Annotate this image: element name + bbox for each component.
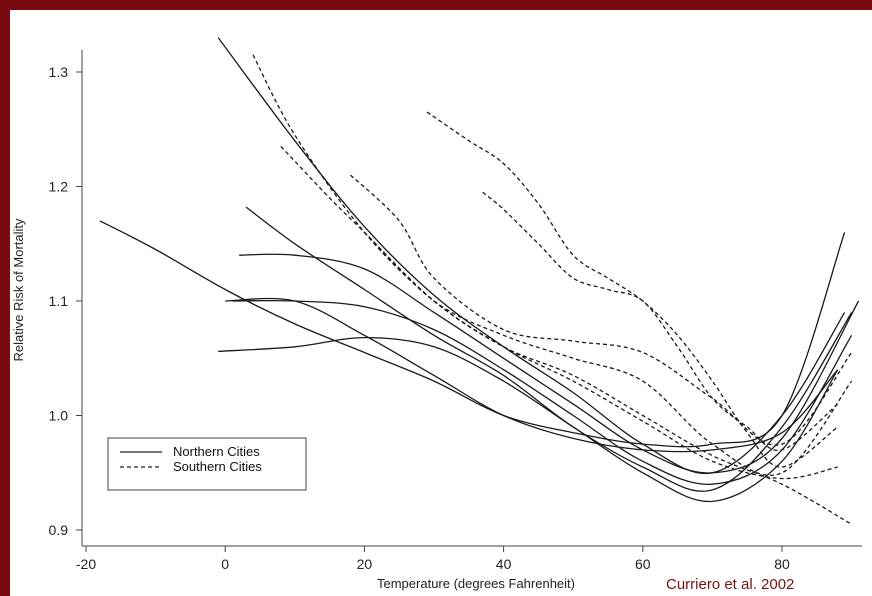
y-tick-label: 1.3: [49, 64, 69, 80]
y-tick-label: 1.0: [49, 408, 69, 424]
x-tick-label: 60: [635, 556, 651, 572]
southern-city-curve-12: [363, 231, 853, 476]
southern-city-curve-9: [350, 174, 853, 446]
legend-box: [107, 437, 307, 491]
x-tick-label: 40: [496, 556, 512, 572]
x-axis-label: Temperature (degrees Fahrenheit): [377, 576, 575, 591]
northern-city-curve-4: [218, 336, 839, 503]
legend-southern-label: Southern Cities: [173, 459, 262, 474]
northern-city-curve-3: [232, 299, 853, 485]
legend: Northern Cities Southern Cities: [107, 437, 307, 491]
x-tick-label: 20: [357, 556, 373, 572]
northern-city-curve-2: [239, 253, 860, 474]
y-axis-label: Relative Risk of Mortality: [11, 218, 26, 362]
southern-city-curve-8: [280, 145, 838, 480]
mortality-temperature-chart: -20 0 20 40 60 80 0.9 1.0 1.1 1.2 1.3 Temperature …: [11, 37, 862, 593]
x-tick-label: 80: [774, 556, 790, 572]
southern-city-curve-7: [252, 54, 852, 525]
x-tick-label: 0: [221, 556, 229, 572]
axes: [81, 50, 862, 547]
y-tick-label: 1.1: [49, 293, 69, 309]
southern-city-curve-10: [426, 111, 839, 468]
x-tick-label: -20: [76, 556, 96, 572]
northern-city-curve-1: [245, 206, 853, 492]
citation-annotation: Curriero et al. 2002: [666, 576, 794, 593]
ticks: -20 0 20 40 60 80 0.9 1.0 1.1 1.2 1.3: [49, 64, 790, 572]
y-tick-label: 1.2: [49, 179, 69, 195]
southern-city-curve-11: [482, 191, 839, 452]
curves: [99, 37, 860, 525]
legend-northern-label: Northern Cities: [173, 444, 260, 459]
y-tick-label: 0.9: [49, 522, 69, 538]
chart-panel: -20 0 20 40 60 80 0.9 1.0 1.1 1.2 1.3 Temperature …: [10, 10, 872, 596]
northern-city-curve-6: [225, 297, 839, 453]
